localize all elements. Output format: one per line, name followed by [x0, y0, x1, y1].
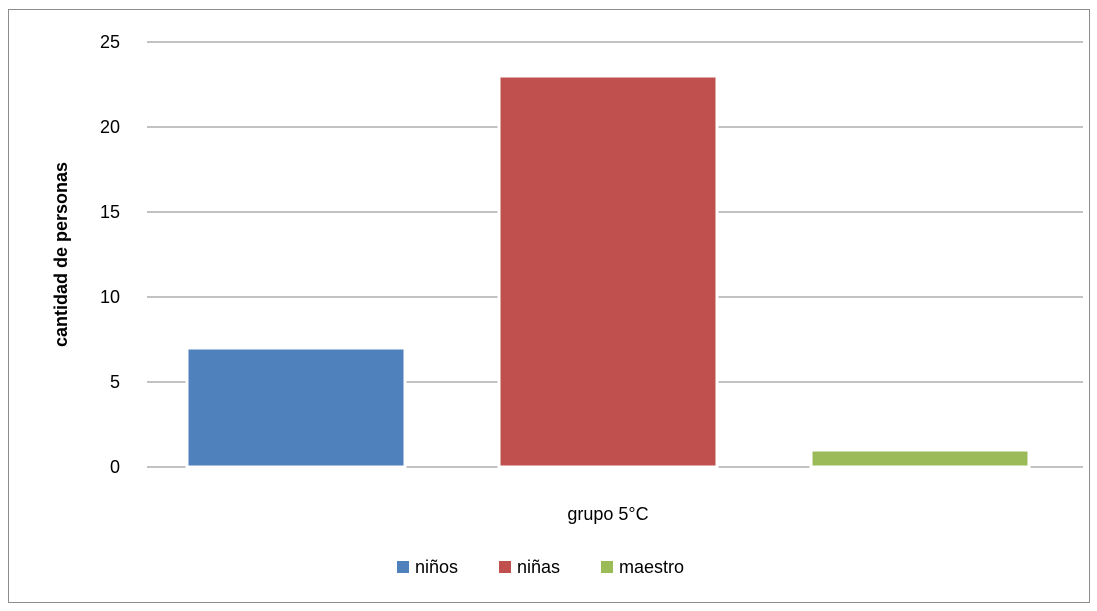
bars	[185, 74, 1031, 469]
legend-swatch	[499, 561, 511, 573]
y-tick-label: 20	[100, 117, 120, 137]
bar-2	[497, 74, 719, 469]
bar-3	[809, 448, 1031, 469]
y-tick-label: 25	[100, 32, 120, 52]
legend: niños niñas maestro	[397, 557, 684, 577]
legend-swatch	[601, 561, 613, 573]
y-tick-labels: 0 5 10 15 20 25	[100, 32, 120, 477]
y-tick-label: 0	[110, 457, 120, 477]
x-category-label: grupo 5°C	[567, 504, 648, 524]
legend-label: niñas	[517, 557, 560, 577]
y-tick-label: 5	[110, 372, 120, 392]
bar-1	[185, 346, 407, 469]
y-tick-label: 15	[100, 202, 120, 222]
legend-label: maestro	[619, 557, 684, 577]
y-tick-label: 10	[100, 287, 120, 307]
y-axis-title: cantidad de personas	[51, 162, 71, 347]
legend-swatch	[397, 561, 409, 573]
legend-label: niños	[415, 557, 458, 577]
